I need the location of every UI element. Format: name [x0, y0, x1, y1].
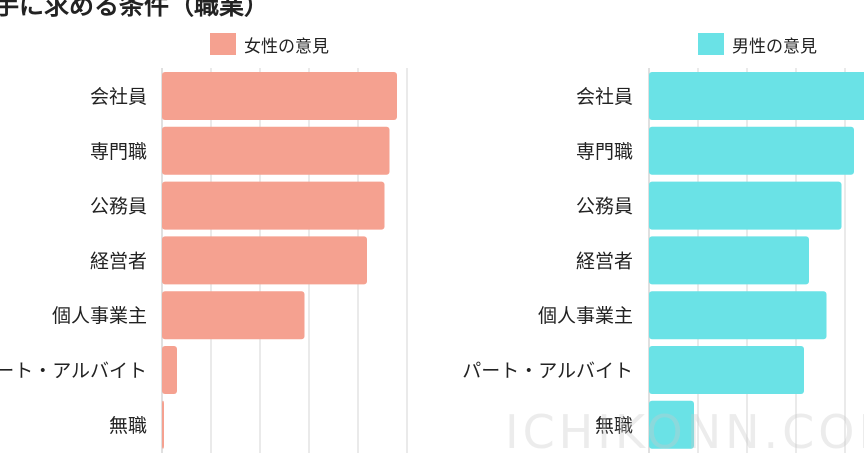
female-bar	[162, 346, 177, 394]
male-category-label: パート・アルバイト	[462, 360, 633, 382]
male-bar	[649, 400, 694, 449]
female-category-label: 経営者	[90, 250, 147, 272]
legend-male: 男性の意見	[698, 32, 817, 57]
female-category-label: 会社員	[90, 86, 147, 108]
male-category-label: 公務員	[576, 196, 633, 218]
male-category-label: 専門職	[576, 141, 633, 163]
male-category-label: 会社員	[576, 86, 633, 108]
male-category-label: 経営者	[576, 250, 633, 272]
female-category-label: 専門職	[90, 141, 147, 163]
male-category-label: 無職	[595, 415, 633, 437]
female-bar	[162, 181, 385, 230]
female-bar	[162, 236, 367, 285]
female-category-label: 無職	[109, 415, 147, 437]
legend-female: 女性の意見	[210, 32, 329, 57]
female-bar	[162, 126, 390, 175]
legend-male-label: 男性の意見	[732, 36, 817, 57]
legend-female-swatch	[210, 33, 236, 55]
female-bar	[162, 72, 397, 120]
watermark: ICHIKONN.COM	[505, 405, 864, 459]
female-category-label: 個人事業主	[52, 305, 147, 327]
female-category-label: パート・アルバイト	[0, 360, 147, 382]
female-bar	[162, 400, 164, 449]
male-bar	[649, 236, 809, 285]
male-bar	[649, 72, 864, 120]
chart-title: 手に求める条件（職業）	[0, 0, 270, 20]
legend-female-label: 女性の意見	[244, 36, 329, 57]
male-bar	[649, 181, 842, 230]
male-category-label: 個人事業主	[538, 305, 633, 327]
female-bar	[162, 291, 305, 340]
male-bar	[649, 291, 827, 340]
legend-male-swatch	[698, 33, 724, 55]
male-bar	[649, 346, 804, 394]
female-category-label: 公務員	[90, 196, 147, 218]
male-bar	[649, 126, 854, 175]
